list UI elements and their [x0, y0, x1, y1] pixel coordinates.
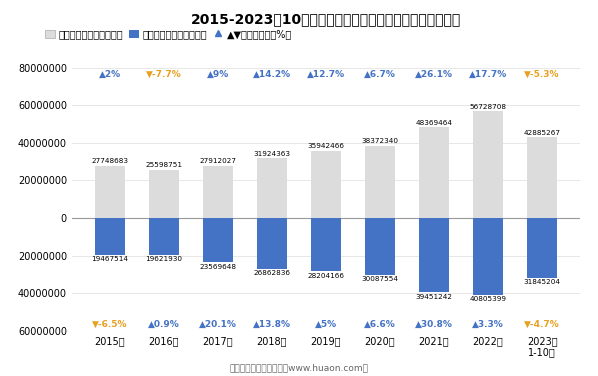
Text: ▲13.8%: ▲13.8% — [253, 320, 291, 329]
Bar — [473, 111, 503, 218]
Text: 30087554: 30087554 — [361, 276, 398, 282]
Bar — [365, 218, 395, 274]
Bar — [419, 127, 449, 218]
Text: ▼-4.7%: ▼-4.7% — [524, 320, 560, 329]
Bar — [257, 218, 286, 268]
Bar — [419, 218, 449, 292]
Bar — [527, 138, 557, 218]
Text: 28204166: 28204166 — [307, 273, 344, 279]
Bar — [149, 170, 179, 218]
Text: ▲12.7%: ▲12.7% — [307, 70, 345, 79]
Bar — [311, 150, 341, 218]
Bar — [365, 146, 395, 218]
Bar — [95, 218, 124, 255]
Title: 2015-2023年10月中国与东南亚国家联盟进、出口商品总值: 2015-2023年10月中国与东南亚国家联盟进、出口商品总值 — [191, 12, 461, 26]
Text: 27748683: 27748683 — [91, 158, 128, 164]
Text: ▲9%: ▲9% — [207, 70, 229, 79]
Text: 27912027: 27912027 — [199, 158, 236, 164]
Text: ▲6.6%: ▲6.6% — [364, 320, 396, 329]
Text: 19467514: 19467514 — [91, 256, 128, 262]
Text: ▼-5.3%: ▼-5.3% — [524, 70, 560, 79]
Text: 40805399: 40805399 — [469, 296, 507, 302]
Legend: 出口商品总值（万美元）, 进口商品总值（万美元）, ▲▼同比增长率（%）: 出口商品总值（万美元）, 进口商品总值（万美元）, ▲▼同比增长率（%） — [41, 25, 296, 43]
Text: 39451242: 39451242 — [416, 294, 453, 300]
Bar — [527, 218, 557, 278]
Text: 19621930: 19621930 — [145, 256, 182, 262]
Text: 31845204: 31845204 — [524, 279, 560, 285]
Text: 35942466: 35942466 — [307, 143, 344, 149]
Bar — [95, 166, 124, 218]
Bar — [257, 158, 286, 218]
Text: ▲2%: ▲2% — [99, 70, 121, 79]
Text: ▲30.8%: ▲30.8% — [415, 320, 453, 329]
Text: 56728708: 56728708 — [469, 104, 507, 110]
Bar — [149, 218, 179, 255]
Text: 23569648: 23569648 — [199, 264, 236, 270]
Text: 26862836: 26862836 — [254, 270, 291, 276]
Text: ▲20.1%: ▲20.1% — [199, 320, 237, 329]
Text: 25598751: 25598751 — [145, 162, 182, 168]
Bar — [203, 218, 233, 262]
Text: 48369464: 48369464 — [416, 120, 453, 126]
Text: 38372340: 38372340 — [361, 138, 398, 144]
Text: 31924363: 31924363 — [254, 150, 291, 156]
Text: ▲26.1%: ▲26.1% — [415, 70, 453, 79]
Text: 42885267: 42885267 — [524, 130, 560, 136]
Text: 制图：华经产业研究院（www.huaon.com）: 制图：华经产业研究院（www.huaon.com） — [230, 363, 368, 372]
Text: ▲14.2%: ▲14.2% — [253, 70, 291, 79]
Text: ▲17.7%: ▲17.7% — [469, 70, 507, 79]
Text: ▲5%: ▲5% — [315, 320, 337, 329]
Bar — [311, 218, 341, 271]
Text: ▲3.3%: ▲3.3% — [472, 320, 504, 329]
Text: ▼-7.7%: ▼-7.7% — [146, 70, 182, 79]
Text: ▲6.7%: ▲6.7% — [364, 70, 396, 79]
Text: ▼-6.5%: ▼-6.5% — [92, 320, 127, 329]
Text: ▲0.9%: ▲0.9% — [148, 320, 179, 329]
Bar — [473, 218, 503, 295]
Bar — [203, 165, 233, 218]
